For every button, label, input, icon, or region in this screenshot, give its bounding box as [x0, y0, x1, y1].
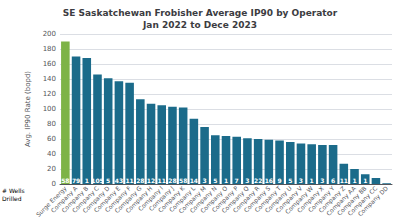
- svg-text:14: 14: [190, 177, 198, 184]
- svg-text:Company CC: Company CC: [346, 184, 379, 217]
- svg-text:Company F: Company F: [103, 184, 133, 214]
- svg-text:Company G: Company G: [113, 184, 143, 215]
- svg-text:5: 5: [288, 177, 292, 184]
- svg-text:28: 28: [168, 177, 176, 184]
- svg-text:Company R: Company R: [231, 184, 261, 214]
- svg-text:3: 3: [202, 177, 206, 184]
- svg-text:Drilled: Drilled: [2, 195, 22, 202]
- svg-text:Company W: Company W: [283, 184, 315, 216]
- svg-text:Company S: Company S: [242, 184, 272, 214]
- svg-text:Avg. IP90 Rate (bopd): Avg. IP90 Rate (bopd): [24, 71, 32, 147]
- svg-text:58: 58: [61, 177, 69, 184]
- svg-text:28: 28: [136, 177, 144, 184]
- svg-text:Company K: Company K: [156, 184, 186, 214]
- svg-text:7: 7: [235, 177, 239, 184]
- svg-text:Company E: Company E: [92, 184, 122, 214]
- svg-text:Company B: Company B: [59, 184, 90, 214]
- svg-text:Jan 2022 to Dece 2023: Jan 2022 to Dece 2023: [142, 20, 257, 30]
- svg-text:0: 0: [52, 180, 56, 188]
- svg-text:58: 58: [179, 177, 187, 184]
- svg-text:Company Q: Company Q: [220, 184, 250, 215]
- svg-text:Company C: Company C: [70, 184, 100, 214]
- svg-text:180: 180: [43, 45, 56, 53]
- svg-text:1: 1: [352, 177, 356, 184]
- svg-text:79: 79: [72, 177, 80, 184]
- svg-text:3: 3: [299, 177, 303, 184]
- svg-text:Company Y: Company Y: [306, 184, 336, 214]
- svg-text:1: 1: [224, 177, 228, 184]
- svg-text:# Wells: # Wells: [2, 187, 25, 194]
- svg-text:80: 80: [47, 120, 56, 128]
- svg-text:6: 6: [331, 177, 335, 184]
- svg-text:Company N: Company N: [188, 184, 218, 215]
- svg-text:11: 11: [125, 177, 133, 184]
- svg-text:11: 11: [158, 177, 166, 184]
- svg-text:40: 40: [47, 150, 56, 158]
- svg-text:22: 22: [254, 177, 262, 184]
- svg-text:Company O: Company O: [198, 184, 229, 215]
- svg-text:160: 160: [43, 60, 56, 68]
- svg-text:105: 105: [91, 177, 104, 184]
- svg-text:Company L: Company L: [167, 184, 197, 214]
- svg-text:Company U: Company U: [263, 184, 293, 215]
- svg-text:Company M: Company M: [177, 184, 208, 215]
- svg-text:Company Z: Company Z: [316, 184, 347, 214]
- svg-text:9: 9: [277, 177, 281, 184]
- svg-text:Company H: Company H: [123, 184, 154, 215]
- svg-text:Company AA: Company AA: [324, 184, 357, 217]
- svg-text:Company T: Company T: [253, 184, 282, 214]
- svg-text:1: 1: [363, 177, 367, 184]
- svg-text:5: 5: [213, 177, 217, 184]
- svg-text:11: 11: [340, 177, 348, 184]
- svg-text:SE Saskatchewan Frobisher Aver: SE Saskatchewan Frobisher Average IP90 b…: [63, 8, 338, 18]
- svg-text:Company X: Company X: [295, 184, 325, 214]
- svg-text:Surge Energy: Surge Energy: [34, 184, 68, 218]
- svg-text:16: 16: [265, 177, 273, 184]
- svg-text:Company I: Company I: [136, 184, 165, 213]
- svg-text:Company A: Company A: [49, 184, 79, 214]
- svg-text:3: 3: [320, 177, 324, 184]
- svg-text:20: 20: [47, 165, 56, 173]
- svg-text:Company BB: Company BB: [335, 184, 368, 217]
- svg-text:5: 5: [106, 177, 110, 184]
- svg-text:140: 140: [43, 75, 56, 83]
- svg-text:43: 43: [115, 177, 123, 184]
- svg-text:1: 1: [85, 177, 89, 184]
- svg-text:60: 60: [47, 135, 56, 143]
- svg-text:12: 12: [147, 177, 155, 184]
- svg-text:200: 200: [43, 30, 56, 38]
- svg-text:Company J: Company J: [147, 184, 175, 213]
- svg-text:3: 3: [245, 177, 249, 184]
- svg-text:1: 1: [385, 177, 389, 184]
- svg-text:Company DD: Company DD: [356, 184, 390, 218]
- svg-text:1: 1: [310, 177, 314, 184]
- svg-text:Company P: Company P: [210, 184, 240, 214]
- svg-text:Company V: Company V: [274, 184, 304, 214]
- svg-text:120: 120: [43, 90, 56, 98]
- svg-text:100: 100: [43, 105, 56, 113]
- svg-text:Company D: Company D: [81, 184, 111, 215]
